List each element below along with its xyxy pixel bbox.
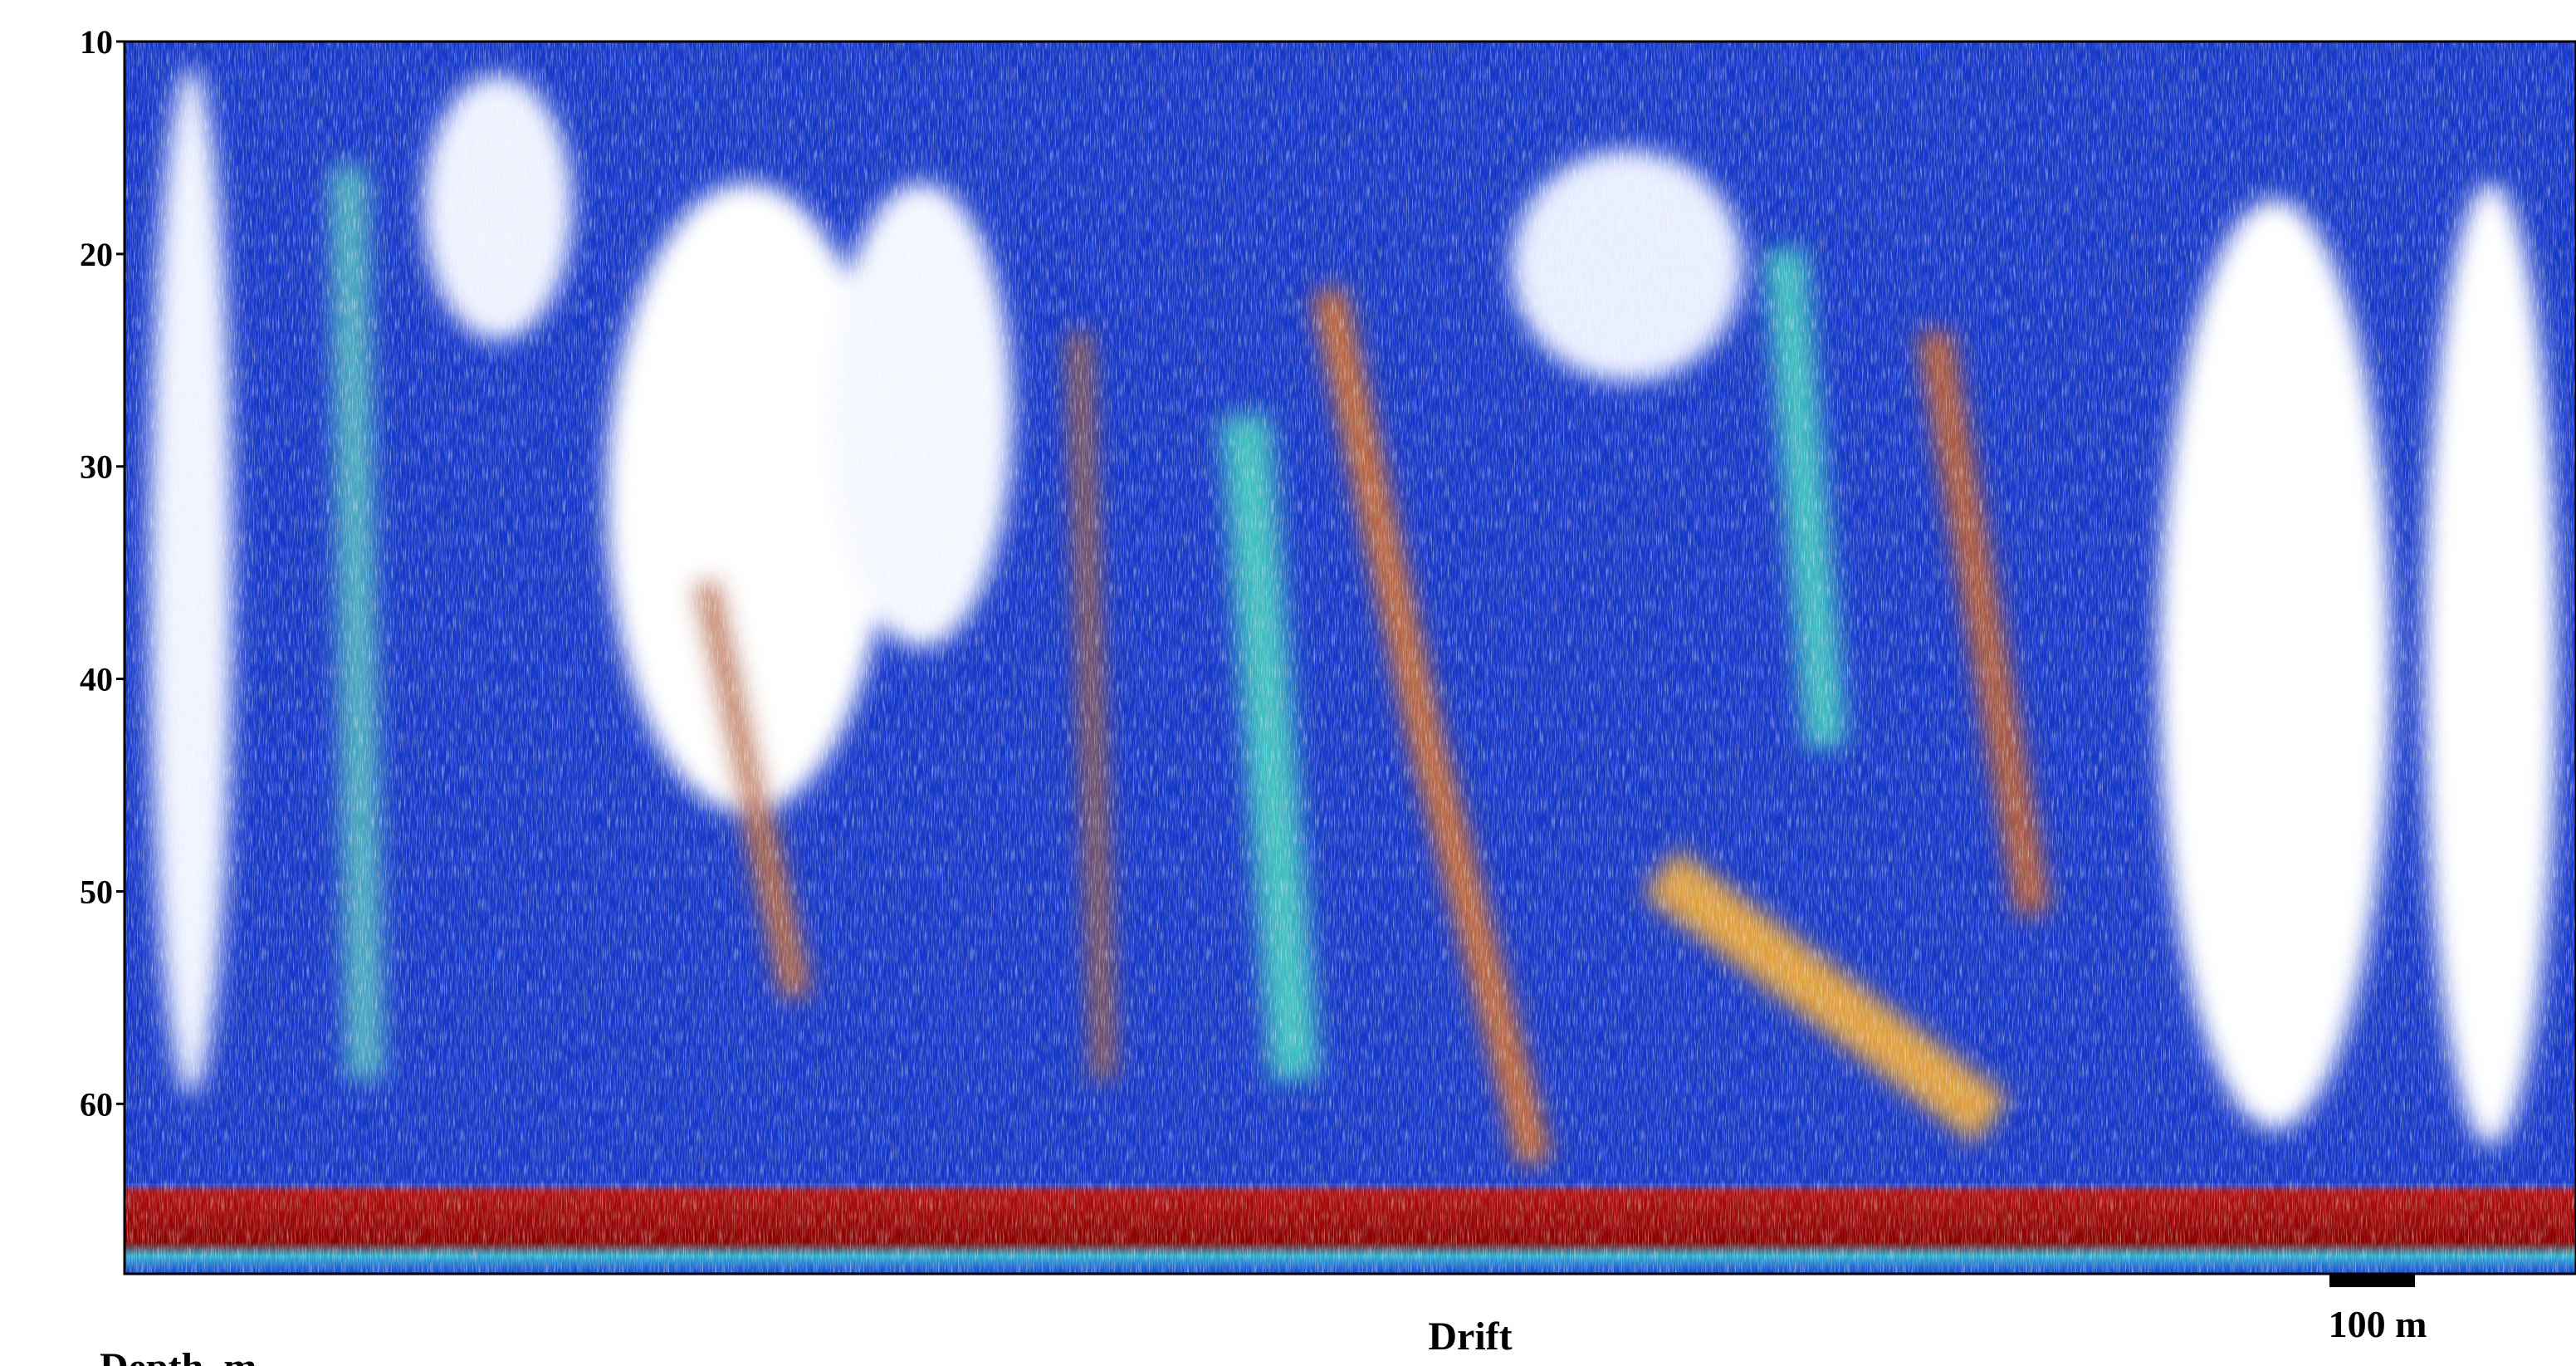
y-tick-label: 50 bbox=[80, 873, 113, 910]
y-tick-label: 30 bbox=[80, 448, 113, 486]
y-tick-label: 10 bbox=[80, 23, 113, 61]
y-tick-label: 40 bbox=[80, 661, 113, 698]
y-tick-label: 60 bbox=[80, 1085, 113, 1123]
y-axis-label: Depth, m bbox=[100, 1345, 257, 1366]
y-tick-label: 20 bbox=[80, 236, 113, 273]
scale-bar bbox=[2329, 1274, 2415, 1287]
echogram bbox=[123, 40, 2576, 1275]
scale-bar-label: 100 m bbox=[2329, 1303, 2427, 1345]
x-axis-label: Drift bbox=[1428, 1315, 1512, 1359]
